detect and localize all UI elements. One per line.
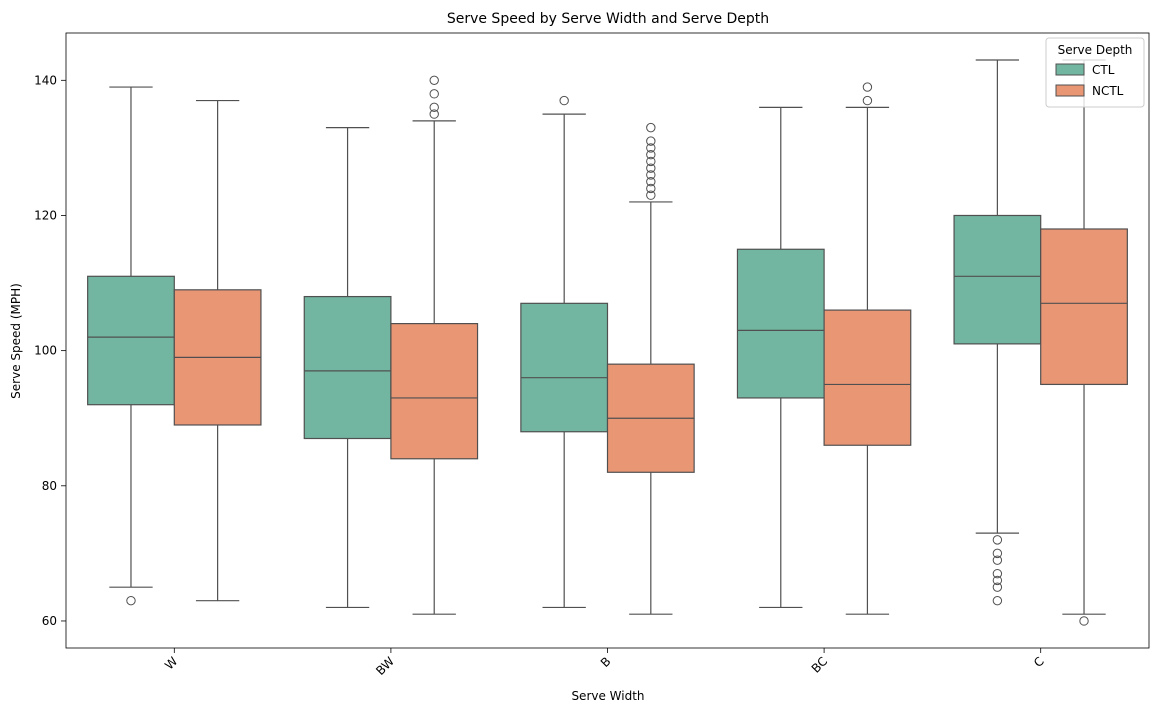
- box-ctl-bw: [303, 127, 392, 609]
- y-tick-label: 140: [34, 73, 57, 87]
- outlier-point: [992, 582, 1003, 592]
- y-tick-label: 120: [34, 208, 57, 222]
- outlier-point: [559, 95, 569, 106]
- legend-title: Serve Depth: [1058, 43, 1133, 57]
- y-tick-label: 100: [34, 344, 57, 358]
- outlier-point: [646, 183, 656, 194]
- outlier-point: [646, 156, 656, 167]
- box-nctl-w: [173, 99, 262, 602]
- outlier-point: [992, 555, 1003, 565]
- box-ctl-b: [520, 95, 609, 609]
- box-iqr: [1040, 228, 1128, 386]
- outlier-point: [646, 143, 656, 153]
- outlier-point: [646, 176, 656, 187]
- x-tick-label: W: [162, 654, 180, 672]
- box-iqr: [736, 248, 825, 399]
- outlier-point: [646, 190, 656, 200]
- outlier-point: [126, 595, 136, 606]
- outlier-point: [992, 548, 1003, 559]
- outlier-point: [992, 568, 1003, 579]
- outlier-point: [992, 575, 1003, 586]
- x-axis-label: Serve Width: [571, 689, 644, 703]
- y-tick-label: 80: [42, 479, 57, 493]
- outlier-point: [1079, 616, 1089, 626]
- outlier-point: [429, 89, 439, 99]
- box-nctl-bc: [823, 82, 912, 615]
- x-axis: W BW B BC C: [162, 648, 1047, 678]
- box-nctl-b: [606, 122, 695, 615]
- outlier-point: [862, 82, 873, 92]
- box-nctl-bw: [390, 75, 479, 615]
- box-nctl-c: [1040, 59, 1128, 626]
- y-tick-label: 60: [42, 614, 57, 628]
- box-ctl-c: [953, 59, 1042, 606]
- outlier-point: [429, 75, 439, 86]
- box-iqr: [520, 302, 609, 433]
- outlier-point: [992, 535, 1003, 545]
- outlier-point: [862, 95, 873, 106]
- y-axis: 60 80 100 120 140: [34, 73, 66, 628]
- legend: Serve Depth CTL NCTL: [1045, 37, 1145, 108]
- box-iqr: [390, 323, 479, 460]
- box-ctl-w: [87, 86, 175, 606]
- x-tick-label: C: [1031, 654, 1047, 670]
- box-iqr: [303, 295, 392, 440]
- outlier-point: [646, 149, 656, 160]
- box-iqr: [823, 309, 912, 446]
- legend-label-ctl: CTL: [1092, 63, 1115, 77]
- x-tick-label: BW: [373, 654, 397, 678]
- outlier-point: [646, 136, 656, 146]
- outlier-point: [646, 163, 656, 173]
- box-iqr: [953, 214, 1042, 345]
- outlier-point: [429, 102, 439, 113]
- boxes-layer: [87, 59, 1128, 626]
- box-ctl-bc: [736, 106, 825, 609]
- outlier-point: [992, 595, 1003, 606]
- outlier-point: [429, 109, 439, 119]
- y-axis-label: Serve Speed (MPH): [9, 283, 23, 399]
- chart-title: Serve Speed by Serve Width and Serve Dep…: [447, 11, 769, 27]
- outlier-point: [646, 170, 656, 180]
- legend-swatch-nctl: [1055, 84, 1085, 97]
- legend-label-nctl: NCTL: [1092, 84, 1124, 98]
- legend-swatch-ctl: [1055, 63, 1085, 76]
- outlier-point: [646, 122, 656, 133]
- box-iqr: [87, 275, 175, 406]
- x-tick-label: B: [598, 654, 614, 670]
- x-tick-label: BC: [809, 654, 831, 676]
